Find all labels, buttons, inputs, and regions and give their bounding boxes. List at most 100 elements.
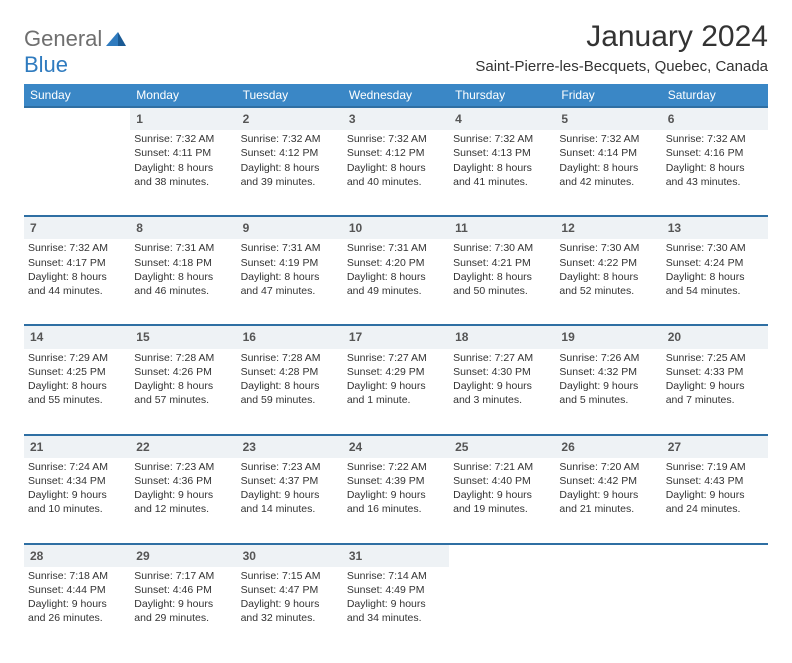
daylight-line2: and 52 minutes. (559, 284, 657, 298)
day-cell: Sunrise: 7:25 AMSunset: 4:33 PMDaylight:… (662, 349, 768, 435)
day-number-cell: 2 (237, 107, 343, 130)
day-number-cell: 18 (449, 325, 555, 348)
daynum-row: 28293031 (24, 544, 768, 567)
sunset-line: Sunset: 4:20 PM (347, 256, 445, 270)
sunrise-line: Sunrise: 7:31 AM (347, 241, 445, 255)
day-content-row: Sunrise: 7:32 AMSunset: 4:11 PMDaylight:… (24, 130, 768, 216)
day-cell: Sunrise: 7:24 AMSunset: 4:34 PMDaylight:… (24, 458, 130, 544)
sunrise-line: Sunrise: 7:24 AM (28, 460, 126, 474)
day-number-cell: 3 (343, 107, 449, 130)
daylight-line1: Daylight: 8 hours (241, 161, 339, 175)
daylight-line2: and 12 minutes. (134, 502, 232, 516)
sunrise-line: Sunrise: 7:18 AM (28, 569, 126, 583)
day-number-cell: 23 (237, 435, 343, 458)
weekday-header: Wednesday (343, 84, 449, 107)
daylight-line1: Daylight: 8 hours (134, 270, 232, 284)
sunset-line: Sunset: 4:33 PM (666, 365, 764, 379)
sunrise-line: Sunrise: 7:28 AM (241, 351, 339, 365)
daylight-line2: and 32 minutes. (241, 611, 339, 625)
daylight-line1: Daylight: 8 hours (28, 270, 126, 284)
day-cell: Sunrise: 7:32 AMSunset: 4:12 PMDaylight:… (237, 130, 343, 216)
day-content-row: Sunrise: 7:18 AMSunset: 4:44 PMDaylight:… (24, 567, 768, 653)
daylight-line1: Daylight: 9 hours (134, 488, 232, 502)
sunrise-line: Sunrise: 7:19 AM (666, 460, 764, 474)
sunrise-line: Sunrise: 7:27 AM (347, 351, 445, 365)
sunrise-line: Sunrise: 7:25 AM (666, 351, 764, 365)
daylight-line1: Daylight: 9 hours (559, 379, 657, 393)
daylight-line2: and 41 minutes. (453, 175, 551, 189)
sunset-line: Sunset: 4:26 PM (134, 365, 232, 379)
day-number-cell: 16 (237, 325, 343, 348)
sunset-line: Sunset: 4:49 PM (347, 583, 445, 597)
daylight-line1: Daylight: 9 hours (666, 488, 764, 502)
sunset-line: Sunset: 4:12 PM (347, 146, 445, 160)
daylight-line2: and 7 minutes. (666, 393, 764, 407)
weekday-header: Friday (555, 84, 661, 107)
day-number-cell: 1 (130, 107, 236, 130)
sunrise-line: Sunrise: 7:32 AM (28, 241, 126, 255)
day-cell (449, 567, 555, 653)
day-cell: Sunrise: 7:31 AMSunset: 4:18 PMDaylight:… (130, 239, 236, 325)
daylight-line1: Daylight: 8 hours (453, 270, 551, 284)
day-number-cell: 9 (237, 216, 343, 239)
daylight-line1: Daylight: 8 hours (559, 161, 657, 175)
daylight-line1: Daylight: 8 hours (347, 161, 445, 175)
daylight-line2: and 42 minutes. (559, 175, 657, 189)
sunrise-line: Sunrise: 7:30 AM (666, 241, 764, 255)
day-cell: Sunrise: 7:29 AMSunset: 4:25 PMDaylight:… (24, 349, 130, 435)
day-cell: Sunrise: 7:21 AMSunset: 4:40 PMDaylight:… (449, 458, 555, 544)
page-title: January 2024 (475, 20, 768, 54)
sunrise-line: Sunrise: 7:32 AM (241, 132, 339, 146)
daylight-line1: Daylight: 8 hours (453, 161, 551, 175)
sunset-line: Sunset: 4:36 PM (134, 474, 232, 488)
daylight-line2: and 43 minutes. (666, 175, 764, 189)
sunset-line: Sunset: 4:21 PM (453, 256, 551, 270)
day-cell: Sunrise: 7:28 AMSunset: 4:28 PMDaylight:… (237, 349, 343, 435)
daylight-line1: Daylight: 8 hours (347, 270, 445, 284)
day-cell: Sunrise: 7:15 AMSunset: 4:47 PMDaylight:… (237, 567, 343, 653)
day-number-cell: 28 (24, 544, 130, 567)
daylight-line2: and 57 minutes. (134, 393, 232, 407)
weekday-header: Sunday (24, 84, 130, 107)
daylight-line1: Daylight: 9 hours (28, 597, 126, 611)
day-cell (555, 567, 661, 653)
sunrise-line: Sunrise: 7:23 AM (134, 460, 232, 474)
daylight-line2: and 10 minutes. (28, 502, 126, 516)
sunset-line: Sunset: 4:37 PM (241, 474, 339, 488)
sunset-line: Sunset: 4:30 PM (453, 365, 551, 379)
sunset-line: Sunset: 4:29 PM (347, 365, 445, 379)
daylight-line2: and 59 minutes. (241, 393, 339, 407)
day-number-cell: 15 (130, 325, 236, 348)
sunrise-line: Sunrise: 7:22 AM (347, 460, 445, 474)
day-number-cell: 31 (343, 544, 449, 567)
daylight-line2: and 5 minutes. (559, 393, 657, 407)
sunset-line: Sunset: 4:13 PM (453, 146, 551, 160)
daylight-line2: and 16 minutes. (347, 502, 445, 516)
day-number-cell: 25 (449, 435, 555, 458)
sunrise-line: Sunrise: 7:28 AM (134, 351, 232, 365)
weekday-header: Thursday (449, 84, 555, 107)
day-number-cell: 10 (343, 216, 449, 239)
sunrise-line: Sunrise: 7:32 AM (666, 132, 764, 146)
day-number-cell: 13 (662, 216, 768, 239)
sunset-line: Sunset: 4:46 PM (134, 583, 232, 597)
sunrise-line: Sunrise: 7:17 AM (134, 569, 232, 583)
sunset-line: Sunset: 4:16 PM (666, 146, 764, 160)
day-number-cell: 26 (555, 435, 661, 458)
day-number-cell: 20 (662, 325, 768, 348)
day-cell (662, 567, 768, 653)
sunrise-line: Sunrise: 7:23 AM (241, 460, 339, 474)
day-number-cell (449, 544, 555, 567)
sunset-line: Sunset: 4:32 PM (559, 365, 657, 379)
daylight-line1: Daylight: 9 hours (347, 488, 445, 502)
day-cell: Sunrise: 7:32 AMSunset: 4:13 PMDaylight:… (449, 130, 555, 216)
daylight-line1: Daylight: 9 hours (453, 488, 551, 502)
daynum-row: 78910111213 (24, 216, 768, 239)
day-cell: Sunrise: 7:30 AMSunset: 4:24 PMDaylight:… (662, 239, 768, 325)
logo-text-blue: Blue (24, 52, 68, 77)
day-cell: Sunrise: 7:31 AMSunset: 4:20 PMDaylight:… (343, 239, 449, 325)
day-number-cell: 11 (449, 216, 555, 239)
day-content-row: Sunrise: 7:24 AMSunset: 4:34 PMDaylight:… (24, 458, 768, 544)
day-cell: Sunrise: 7:32 AMSunset: 4:16 PMDaylight:… (662, 130, 768, 216)
day-cell: Sunrise: 7:22 AMSunset: 4:39 PMDaylight:… (343, 458, 449, 544)
